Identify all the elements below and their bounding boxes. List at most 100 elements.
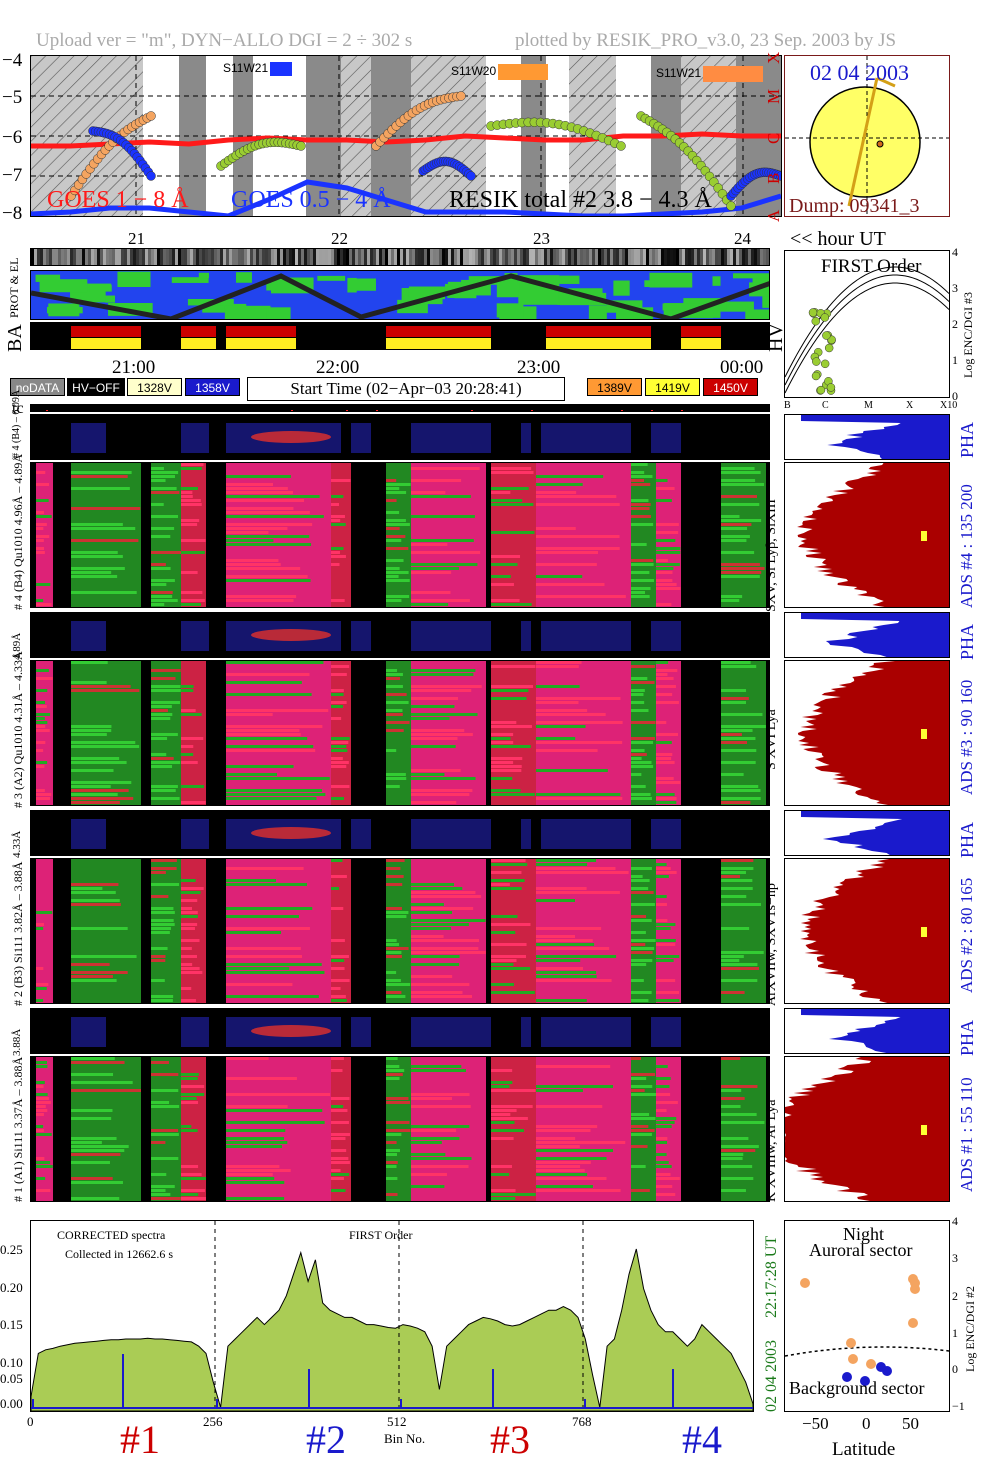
spectrogram-row xyxy=(36,749,44,752)
particle-cell xyxy=(433,249,436,265)
spectrogram-row xyxy=(721,595,743,598)
spectrogram-row xyxy=(631,543,647,546)
pha-hot-spot xyxy=(251,827,331,839)
particle-cell xyxy=(676,249,679,265)
spectrogram-row xyxy=(721,1057,741,1060)
spectrogram-row xyxy=(331,745,347,748)
particle-cell xyxy=(271,249,274,265)
spectrogram-row xyxy=(536,859,597,862)
spectrogram-row xyxy=(411,599,470,602)
spectrogram-row xyxy=(36,1065,48,1068)
spectrogram-row xyxy=(386,1133,402,1136)
spectrogram-row xyxy=(721,959,740,962)
sun-disk xyxy=(809,86,921,198)
particle-cell xyxy=(286,249,289,265)
spectrogram-row xyxy=(411,983,470,986)
spectrogram-row xyxy=(656,1161,669,1164)
ads-histogram-3 xyxy=(784,660,950,806)
particle-cell xyxy=(316,249,319,265)
particle-cell xyxy=(214,249,217,265)
spectrogram-row xyxy=(491,1117,528,1120)
spectrogram-row xyxy=(36,483,50,486)
spectrogram-row xyxy=(151,583,167,586)
spectrogram-row xyxy=(656,571,673,574)
spectrogram-row xyxy=(151,907,174,910)
spec-date: 02 04 2003 xyxy=(763,1340,780,1412)
spectrogram-row xyxy=(181,599,205,602)
spectrogram-block xyxy=(656,859,681,1003)
spectrogram-row xyxy=(536,971,597,974)
particle-cell xyxy=(370,249,373,265)
spectrogram-row xyxy=(181,939,200,942)
spectrogram-row xyxy=(491,599,520,602)
spectrogram-row xyxy=(331,515,345,518)
particle-cell xyxy=(226,249,229,265)
particle-cell xyxy=(367,249,370,265)
ads-threshold-marker xyxy=(921,729,927,739)
spectrogram-row xyxy=(71,1161,110,1164)
spectrogram-row xyxy=(411,1157,472,1160)
spectrogram-row xyxy=(181,463,204,466)
spectrogram-row xyxy=(721,737,756,740)
spectrogram-row xyxy=(226,1121,325,1124)
particle-cell xyxy=(289,249,292,265)
orbit-band xyxy=(714,301,754,312)
spectrogram-row xyxy=(36,1189,51,1192)
spectrogram-row xyxy=(331,1121,349,1124)
spectrogram-row xyxy=(491,983,514,986)
spectrogram-row xyxy=(411,1185,445,1188)
first-order-curve xyxy=(785,266,949,378)
particle-cell xyxy=(115,249,118,265)
spectrogram-row xyxy=(411,571,452,574)
aur-xtick-m50: −50 xyxy=(802,1414,829,1433)
spectrogram-row xyxy=(386,785,400,788)
spectrogram-row xyxy=(721,927,750,930)
particle-cell xyxy=(337,249,340,265)
spectrogram-row xyxy=(151,927,171,930)
spectrogram-row xyxy=(331,1173,350,1176)
goes-ytick-6: −6 xyxy=(2,127,23,148)
particle-cell xyxy=(451,249,454,265)
aur-ytick-1: 1 xyxy=(952,1326,958,1340)
spectrogram-row xyxy=(631,499,649,502)
spectrogram-row xyxy=(536,527,576,530)
first-order-point xyxy=(808,308,818,317)
spectrogram-row xyxy=(331,547,344,550)
spectrogram-row xyxy=(226,789,323,792)
spectrogram-row xyxy=(656,479,668,482)
spectrogram-row xyxy=(36,603,52,606)
spectrogram-row xyxy=(71,527,136,530)
spectrogram-row xyxy=(656,607,681,608)
spectrogram-row xyxy=(151,479,166,482)
particle-cell xyxy=(148,249,151,265)
spectrogram-row xyxy=(656,1193,676,1196)
spectrogram-row xyxy=(536,483,583,486)
spectrogram-row xyxy=(656,1085,670,1088)
spectrogram-row xyxy=(151,689,181,692)
spectrogram-row xyxy=(331,717,342,720)
spectrogram-row xyxy=(181,967,200,970)
ch1-lines-label: K XVIIIw, Ar Lya xyxy=(764,1099,779,1202)
spectrogram-row xyxy=(721,955,744,958)
pha-spectrogram-2 xyxy=(30,810,770,856)
spectrogram-row xyxy=(411,1065,462,1068)
spectrogram-row xyxy=(536,495,617,498)
spectrogram-row xyxy=(491,863,528,866)
spectrogram-row xyxy=(386,983,411,986)
particle-cell xyxy=(355,249,358,265)
legend-1450v: 1450V xyxy=(703,378,758,396)
spec-channel-1: #1 xyxy=(120,1417,160,1462)
spectrogram-row xyxy=(631,475,653,478)
pha-band xyxy=(541,423,631,453)
spectrogram-row xyxy=(181,495,193,498)
spectrum-note-corrected: CORRECTED spectra xyxy=(57,1228,166,1242)
spectrogram-row xyxy=(36,701,46,704)
pha-histogram-1 xyxy=(784,1008,950,1054)
spectrogram-row xyxy=(181,523,198,526)
first-order-point xyxy=(816,385,826,395)
first-order-ylabel: Log ENC/DGI #3 xyxy=(961,292,975,378)
spectrogram-row xyxy=(656,685,676,688)
goes05-legend: GOES 0.5 − 4 Å xyxy=(231,187,391,213)
spectrogram-row xyxy=(411,1141,442,1144)
spectrogram-row xyxy=(536,935,576,938)
